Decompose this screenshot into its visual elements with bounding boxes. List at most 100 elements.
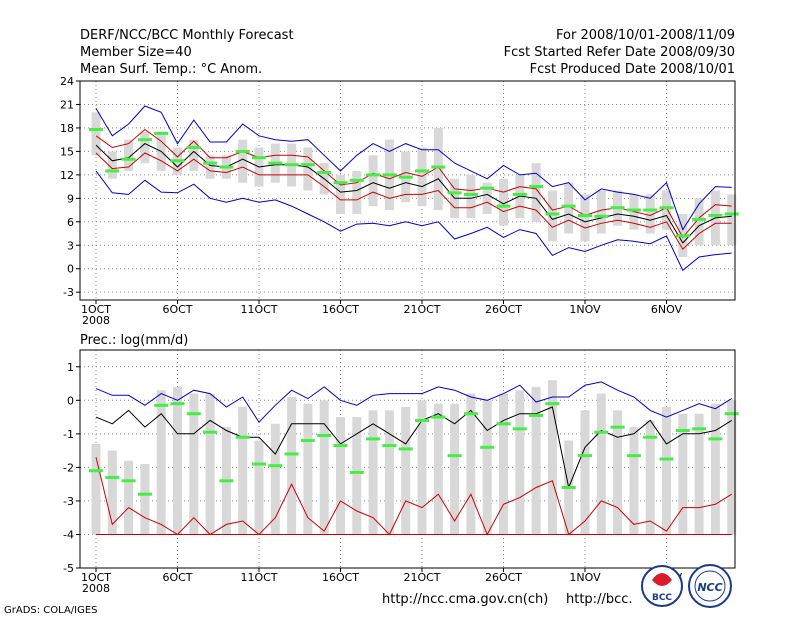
prec-xtick-label: 21OCT [403,571,440,584]
prec-ensemble-bar [645,420,655,535]
temp-obs-marker [659,206,674,210]
temp-obs-marker [186,145,201,149]
prec-ensemble-bar [91,443,101,535]
prec-xtick-year: 2008 [82,582,110,595]
prec-xtick-label: 16OCT [322,571,359,584]
prec-obs-marker [659,457,674,461]
temp-obs-marker [610,206,625,210]
prec-obs-marker [529,413,544,417]
prec-ensemble-bar [515,390,525,535]
temp-xtick-label: 6NOV [651,303,683,316]
prec-ensemble-bar [662,407,671,535]
temp-ytick-label: 0 [67,263,74,276]
temp-xtick-label: 1OCT [81,303,111,316]
prec-ensemble-bar [238,407,248,535]
temp-obs-marker [154,131,169,135]
prec-xtick-label: 1OCT [81,571,111,584]
prec-ensemble-bar [547,380,557,535]
temp-obs-marker [235,149,250,153]
prec-ensemble-bar [596,393,606,535]
prec-ensemble-bar [678,413,688,535]
header-variable: Mean Surf. Temp.: °C Anom. [80,62,262,77]
prec-obs-marker [121,479,136,483]
prec-ytick-label: 1 [67,361,74,374]
temp-obs-marker [89,127,103,131]
prec-ensemble-bar [450,403,460,535]
temp-obs-marker [480,186,495,190]
temp-ytick-label: 6 [67,216,74,229]
prec-obs-marker [170,402,185,406]
temp-ensemble-bar [124,139,134,171]
prec-obs-marker [561,486,576,490]
prec-obs-marker [89,469,103,473]
prec-obs-marker [219,479,234,483]
prec-ensemble-bar [580,410,590,535]
prec-ensemble-bar [254,440,264,535]
temp-obs-marker [512,192,527,196]
prec-ensemble-bar [319,400,329,535]
bcc-url-link[interactable]: http://bcc. [566,592,633,607]
prec-obs-marker [692,427,707,431]
prec-obs-marker [545,402,560,406]
prec-obs-marker [626,454,641,458]
prec-obs-marker [317,434,332,438]
temp-max-line [95,105,732,231]
temp-ensemble-bar [140,131,150,164]
prec-ensemble-bar [189,393,199,535]
temp-ytick-label: 24 [60,75,74,88]
prec-obs-marker [724,412,739,416]
temp-obs-marker [105,169,120,173]
temp-ensemble-bar [466,174,476,218]
prec-ensemble-bar [173,386,182,535]
prec-ensemble-bar [482,400,492,535]
prec-ytick-label: -3 [63,495,74,508]
header-title: DERF/NCC/BCC Monthly Forecast [80,28,294,43]
temp-ensemble-bar [645,194,655,234]
temp-obs-marker [594,214,609,218]
ncc-logo: NCC [688,564,732,608]
prec-ensemble-bar [466,393,476,535]
temp-ytick-label: 18 [60,122,74,135]
temp-xtick-label: 26OCT [485,303,522,316]
prec-ensemble-bar [384,410,394,535]
prec-obs-marker [284,452,299,456]
header-produced-date: Fcst Produced Date 2008/10/01 [530,62,735,77]
temp-obs-marker [708,214,723,218]
grads-credit: GrADS: COLA/IGES [4,605,98,616]
prec-ensemble-bar [140,464,150,535]
prec-obs-marker [578,454,592,458]
temp-obs-marker [496,204,511,208]
prec-ytick-label: -1 [63,428,74,441]
temp-ytick-label: 21 [60,98,74,111]
temp-xtick-label: 21OCT [403,303,440,316]
prec-ensemble-bar [107,450,117,535]
temp-ensemble-bar [482,182,492,214]
prec-obs-marker [300,439,315,443]
ncc-url-link[interactable]: http://ncc.cma.gov.cn(ch) [382,592,548,607]
prec-max-line [95,381,732,423]
prec-xtick-label: 26OCT [485,571,522,584]
temp-xtick-year: 2008 [82,314,110,327]
prec-ensemble-bar [303,403,313,535]
prec-ytick-label: -2 [63,461,74,474]
prec-ensemble-bar [368,410,378,535]
temp-ensemble-bar [727,194,737,246]
temp-obs-marker [268,161,283,165]
temp-ensemble-bar [368,155,378,207]
temp-obs-marker [137,138,152,142]
temp-ensemble-bar [303,147,313,191]
temp-ensemble-bar [547,190,557,242]
temp-ensemble-bar [433,127,443,211]
temp-obs-marker [724,212,739,216]
temp-ensemble-bar [662,190,671,230]
temp-ensemble-bar [107,151,117,179]
temp-obs-marker [431,165,446,169]
prec-obs-marker [186,412,201,416]
temp-xtick-label: 1NOV [569,303,601,316]
prec-ensemble-bar [352,417,362,535]
precip-panel-title: Prec.: log(mm/d) [80,333,188,348]
temp-obs-marker [398,175,413,179]
temp-ytick-label: -3 [63,286,74,299]
prec-obs-marker [398,447,413,451]
